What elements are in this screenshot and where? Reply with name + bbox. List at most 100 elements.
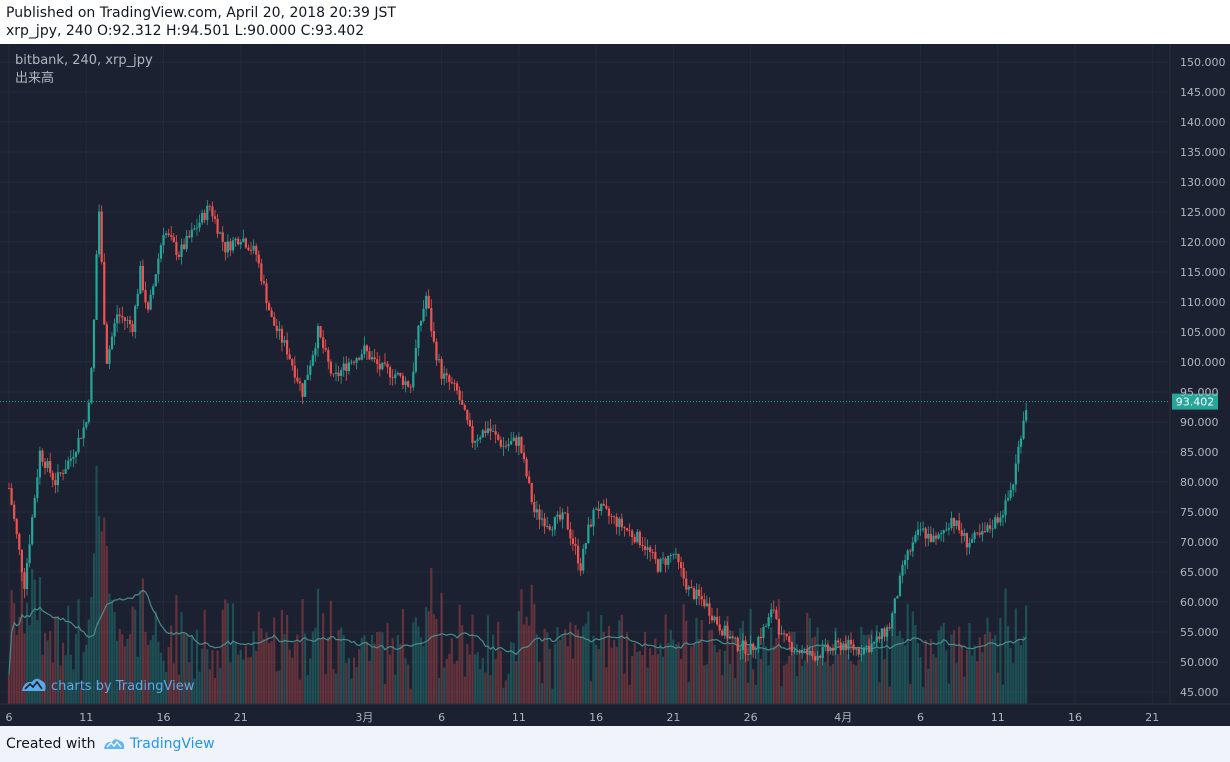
volume-bar: [432, 614, 435, 704]
candle-body: [10, 488, 13, 505]
candle-body: [291, 359, 294, 366]
volume-bar: [121, 634, 124, 704]
volume-bar: [847, 654, 850, 704]
candle-body: [546, 526, 549, 527]
volume-bar: [682, 604, 685, 704]
candle-body: [602, 503, 605, 506]
volume-bar: [278, 670, 281, 704]
volume-bar: [685, 620, 688, 704]
volume-bar: [72, 669, 75, 704]
volume-bar: [708, 630, 711, 704]
candle-body: [780, 633, 783, 635]
y-tick-label: 55.000: [1180, 626, 1219, 639]
candle-body: [636, 531, 639, 543]
candle-body: [13, 504, 16, 519]
y-tick-label: 85.000: [1180, 446, 1219, 459]
volume-bar: [947, 683, 950, 704]
candle-body: [821, 646, 824, 658]
candle-body: [149, 294, 152, 310]
volume-bar: [852, 664, 855, 704]
price-chart[interactable]: 93.402 150.000 145.000 140.000 135.000 130.0…: [0, 44, 1230, 726]
y-axis[interactable]: 150.000 145.000 140.000 135.000 130.000 125.0…: [1169, 44, 1226, 704]
footer: Created with TradingView: [0, 726, 1230, 762]
volume-bar: [762, 641, 765, 704]
candle-body: [512, 437, 515, 442]
x-tick-label: 21: [666, 711, 680, 724]
volume-bar: [679, 658, 683, 704]
candle-body: [898, 575, 902, 597]
candle-body: [584, 543, 587, 549]
candle-body: [764, 626, 768, 627]
volume-bar: [92, 553, 96, 704]
volume-bar: [731, 630, 734, 704]
candle-body: [674, 553, 678, 555]
candle-body: [463, 404, 466, 410]
volume-bar: [669, 629, 672, 704]
candle-body: [1004, 500, 1007, 516]
candle-body: [968, 542, 971, 548]
volume-bar: [455, 660, 459, 704]
volume-bar: [497, 621, 500, 704]
volume-bar: [255, 651, 258, 704]
volume-bar: [260, 628, 263, 704]
candle-body: [247, 247, 250, 251]
volume-bar: [888, 686, 891, 704]
volume-bar: [759, 659, 762, 704]
volume-bar: [417, 626, 420, 704]
volume-bar: [170, 625, 173, 704]
candle-body: [167, 233, 170, 235]
volume-bar: [829, 665, 832, 704]
candle-body: [867, 645, 871, 652]
volume-bar: [239, 650, 242, 704]
candle-body: [231, 240, 235, 251]
candle-body: [834, 640, 837, 651]
candle-body: [592, 509, 595, 527]
watermark[interactable]: charts by TradingView: [22, 678, 195, 694]
volume-bar: [270, 641, 273, 704]
candle-body: [731, 636, 734, 639]
volume-bar: [249, 656, 253, 704]
candle-body: [159, 245, 163, 259]
volume-bar: [157, 641, 160, 704]
last-price-line: 93.402: [0, 393, 1218, 410]
candle-body: [216, 218, 219, 234]
x-axis[interactable]: 6 11 16 21 3月 6 11 16 21 26 4月 6 11 16 21: [0, 703, 1230, 724]
x-tick-label: 11: [79, 711, 93, 724]
candle-body: [891, 613, 894, 629]
y-tick-label: 140.000: [1180, 116, 1226, 129]
tradingview-brand-link[interactable]: TradingView: [130, 736, 215, 752]
candle-body: [793, 651, 796, 652]
volume-bar: [543, 628, 546, 704]
volume-bar: [188, 662, 191, 704]
volume-bar: [674, 644, 678, 704]
candle-body: [265, 283, 268, 304]
candle-body: [623, 527, 626, 529]
volume-bar: [162, 660, 165, 704]
candle-body: [587, 524, 590, 544]
candle-body: [901, 564, 904, 576]
candle-body: [713, 616, 716, 621]
candle-body: [476, 439, 479, 441]
candle-body: [682, 568, 685, 579]
volume-bar: [502, 687, 505, 704]
volume-bar: [927, 668, 930, 704]
candle-body: [352, 361, 356, 363]
y-tick-label: 120.000: [1180, 236, 1226, 249]
candle-body: [896, 596, 899, 599]
candle-body: [535, 509, 538, 513]
volume-bar: [365, 641, 369, 704]
volume-bar: [999, 617, 1002, 704]
candle-body: [358, 358, 361, 360]
volume-bar: [422, 646, 425, 704]
candle-body: [36, 477, 39, 498]
candle-body: [468, 420, 472, 427]
volume-bar: [427, 611, 430, 704]
volume-bar: [368, 660, 371, 704]
candle-body: [893, 598, 896, 614]
candle-body: [973, 532, 976, 540]
candle-body: [319, 326, 322, 338]
candle-body: [739, 650, 742, 651]
volume-bar: [507, 673, 510, 704]
candle-body: [234, 238, 237, 241]
volume-bar: [808, 618, 811, 704]
